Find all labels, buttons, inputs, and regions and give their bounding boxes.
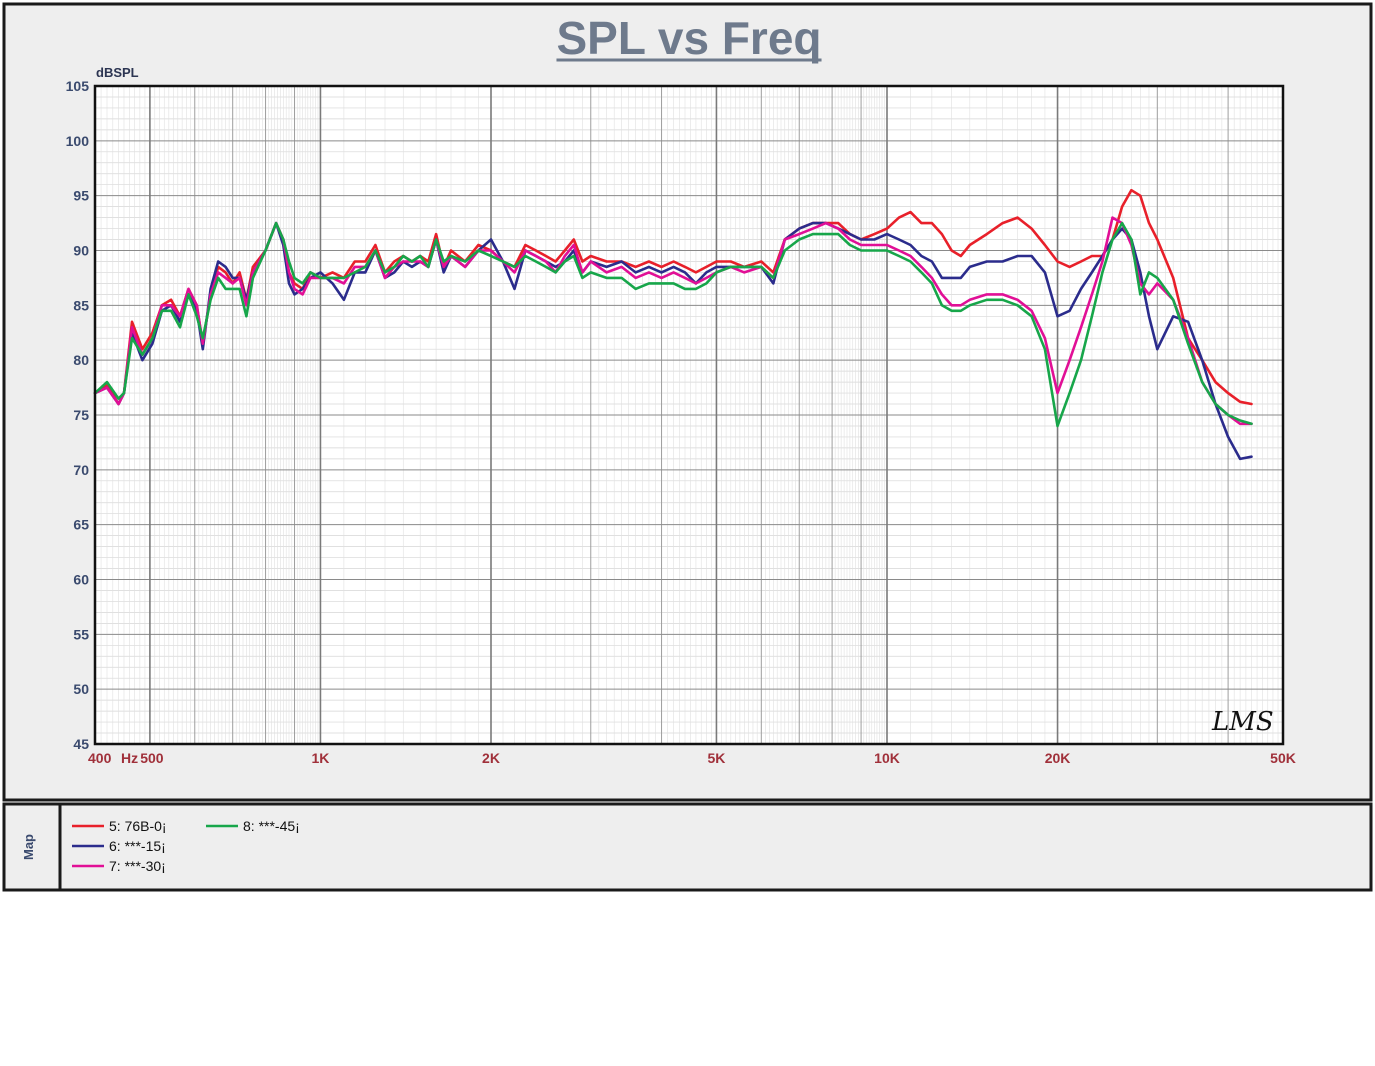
x-axis-unit-label: Hz	[121, 750, 138, 766]
legend-panel	[2, 802, 1373, 892]
x-tick-label: 1K	[311, 750, 329, 766]
y-axis-unit-label: dBSPL	[96, 65, 139, 80]
y-tick-label: 60	[73, 572, 89, 588]
y-tick-label: 50	[73, 681, 89, 697]
y-tick-label: 45	[73, 736, 89, 752]
plot-border	[93, 84, 1285, 746]
y-tick-label: 80	[73, 352, 89, 368]
legend-entry: 8: ***-45¡	[206, 818, 300, 834]
y-tick-label: 95	[73, 188, 89, 204]
legend-label: 6: ***-15¡	[109, 838, 166, 854]
chart-title: SPL vs Freq	[556, 12, 821, 64]
x-tick-label: 5K	[707, 750, 725, 766]
svg-text:LMS: LMS	[1211, 707, 1274, 737]
x-tick-label: 400	[88, 750, 112, 766]
y-tick-label: 90	[73, 243, 89, 259]
lms-logo: LMS	[1211, 707, 1274, 737]
y-tick-label: 105	[66, 78, 90, 94]
map-label: Map	[21, 834, 36, 860]
legend-label: 5: 76B-0¡	[109, 818, 167, 834]
x-tick-label: 50K	[1270, 750, 1296, 766]
x-tick-label: 500	[140, 750, 164, 766]
series-line-3	[93, 216, 1253, 426]
legend-entry: 6: ***-15¡	[72, 838, 166, 854]
series-line-4	[93, 221, 1253, 428]
x-tick-label: 2K	[482, 750, 500, 766]
y-tick-label: 55	[73, 626, 89, 642]
legend-entry: 7: ***-30¡	[72, 858, 166, 874]
series-lines	[93, 188, 1253, 461]
legend-label: 7: ***-30¡	[109, 858, 166, 874]
y-tick-label: 65	[73, 517, 89, 533]
y-tick-label: 100	[66, 133, 90, 149]
legend-entry: 5: 76B-0¡	[72, 818, 167, 834]
y-tick-label: 75	[73, 407, 89, 423]
y-tick-label: 70	[73, 462, 89, 478]
legend-label: 8: ***-45¡	[243, 818, 300, 834]
y-axis-tick-labels: 105 100 95 90 85 80 75 70 65 60 55 50 45	[66, 78, 90, 752]
x-axis-tick-labels: 400 500 1K 2K 5K 10K 20K 50K	[88, 750, 1296, 766]
x-tick-label: 20K	[1045, 750, 1071, 766]
legend: 5: 76B-0¡ 6: ***-15¡ 7: ***-30¡ 8: ***-45¡	[72, 818, 300, 874]
x-tick-label: 10K	[874, 750, 900, 766]
y-tick-label: 85	[73, 297, 89, 313]
